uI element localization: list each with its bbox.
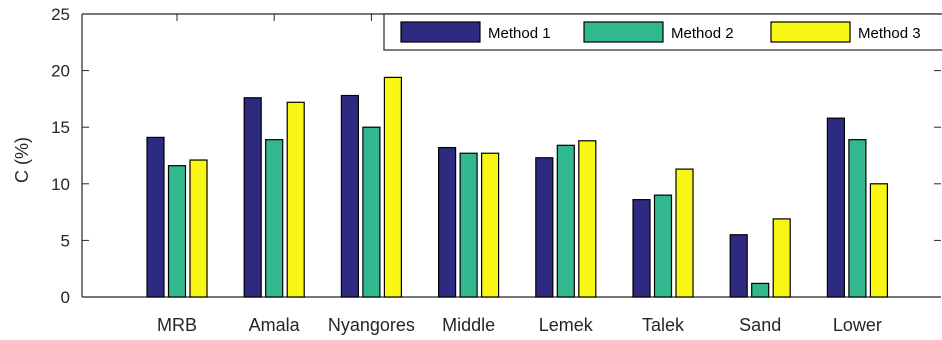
bar-method-1-middle [438,146,457,298]
plot-area: 0 5 10 15 20 25 MRB Amala Nyangores Middle Lemek Ta… [51,5,942,335]
bar-method-1-talek [632,199,651,298]
bar-method-1-sand [729,234,748,298]
bar-method-2-amala [265,139,284,298]
bar-method-2-nyangores [362,126,381,298]
x-tick-label: Amala [249,315,301,335]
bar-method-1-amala [243,97,262,298]
bar-method-2-sand [751,282,770,298]
bar-method-3-sand [772,218,791,298]
x-tick-label: Lemek [539,315,594,335]
legend-label-method-1: Method 1 [488,25,551,42]
bar-method-1-nyangores [340,94,359,298]
legend-swatch-method-3 [770,21,851,43]
bar-method-2-talek [653,194,673,298]
x-tick-label: MRB [157,315,197,335]
x-tick-label: Lower [833,315,882,335]
bar-method-3-amala [286,101,305,298]
bar-method-3-middle [481,152,500,298]
bar-method-3-mrb [189,159,208,298]
y-tick-label: 15 [51,118,70,137]
x-tick-label: Talek [642,315,685,335]
bar-method-3-lemek [578,140,597,298]
bar-method-1-lower [826,117,846,298]
bar-method-2-lemek [556,144,575,298]
x-tick-label: Sand [739,315,781,335]
y-tick-label: 25 [51,5,70,24]
y-tick-label: 0 [61,288,70,307]
y-tick-label: 10 [51,175,70,194]
bar-method-1-mrb [146,136,165,298]
legend-swatch-method-1 [400,21,481,43]
legend-swatch-method-2 [583,21,664,43]
bar-method-3-nyangores [383,76,402,298]
bar-method-2-middle [459,152,478,298]
bar-method-2-mrb [167,165,187,298]
bar-method-2-lower [848,139,867,298]
legend-label-method-3: Method 3 [858,25,921,42]
x-tick-label: Middle [442,315,495,335]
y-tick-label: 20 [51,62,70,81]
bar-method-3-lower [869,183,889,298]
legend-label-method-2: Method 2 [671,25,734,42]
x-tick-label: Nyangores [328,315,415,335]
y-tick-label: 5 [61,231,70,250]
bar-method-3-talek [675,168,694,298]
bar-method-1-lemek [535,157,554,298]
y-axis-title: C (%) [12,137,32,183]
